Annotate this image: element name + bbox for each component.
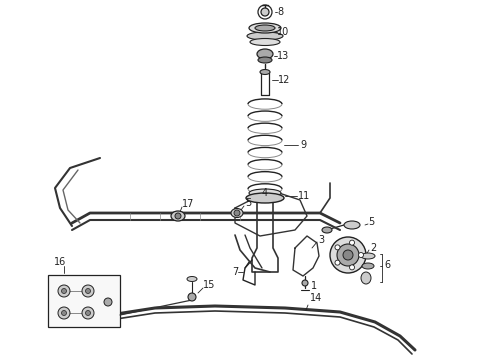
Circle shape <box>335 245 340 250</box>
Text: 3: 3 <box>318 235 324 245</box>
Circle shape <box>335 260 340 265</box>
Text: 13: 13 <box>277 51 289 61</box>
Text: 6: 6 <box>384 260 390 270</box>
Ellipse shape <box>362 263 374 269</box>
Circle shape <box>261 8 269 16</box>
Text: 5: 5 <box>245 198 251 208</box>
Ellipse shape <box>250 39 280 45</box>
Circle shape <box>175 213 181 219</box>
Ellipse shape <box>257 49 273 59</box>
Text: 2: 2 <box>370 243 376 253</box>
Ellipse shape <box>249 23 281 33</box>
Bar <box>48 275 120 327</box>
Text: 4: 4 <box>262 188 268 198</box>
Circle shape <box>82 285 94 297</box>
Text: 15: 15 <box>203 280 216 290</box>
Ellipse shape <box>322 227 332 233</box>
Circle shape <box>337 244 359 266</box>
Circle shape <box>188 293 196 301</box>
Text: 12: 12 <box>278 75 291 85</box>
Ellipse shape <box>361 253 375 259</box>
Ellipse shape <box>231 208 243 217</box>
Ellipse shape <box>246 193 284 203</box>
Ellipse shape <box>260 69 270 75</box>
Circle shape <box>302 280 308 286</box>
Ellipse shape <box>344 221 360 229</box>
Text: 9: 9 <box>300 140 306 150</box>
Circle shape <box>330 237 366 273</box>
Text: 5: 5 <box>368 217 374 227</box>
Text: 7: 7 <box>232 267 238 277</box>
Ellipse shape <box>258 57 272 63</box>
Circle shape <box>234 210 240 216</box>
Ellipse shape <box>249 189 281 197</box>
Ellipse shape <box>361 272 371 284</box>
Ellipse shape <box>255 25 275 31</box>
Circle shape <box>82 307 94 319</box>
Circle shape <box>85 288 91 293</box>
Text: 17: 17 <box>182 199 195 209</box>
Circle shape <box>62 310 67 315</box>
Text: 14: 14 <box>310 293 322 303</box>
Circle shape <box>62 288 67 293</box>
Text: 8: 8 <box>277 7 283 17</box>
Ellipse shape <box>187 276 197 282</box>
Circle shape <box>85 310 91 315</box>
Text: 11: 11 <box>298 191 310 201</box>
Text: 16: 16 <box>54 257 66 267</box>
Text: 1: 1 <box>311 281 317 291</box>
Circle shape <box>58 307 70 319</box>
Ellipse shape <box>247 32 283 40</box>
Circle shape <box>349 240 355 245</box>
Circle shape <box>104 298 112 306</box>
Circle shape <box>349 265 355 270</box>
Circle shape <box>359 252 364 257</box>
Ellipse shape <box>171 211 185 221</box>
Text: 10: 10 <box>277 27 289 37</box>
Circle shape <box>58 285 70 297</box>
Circle shape <box>343 250 353 260</box>
